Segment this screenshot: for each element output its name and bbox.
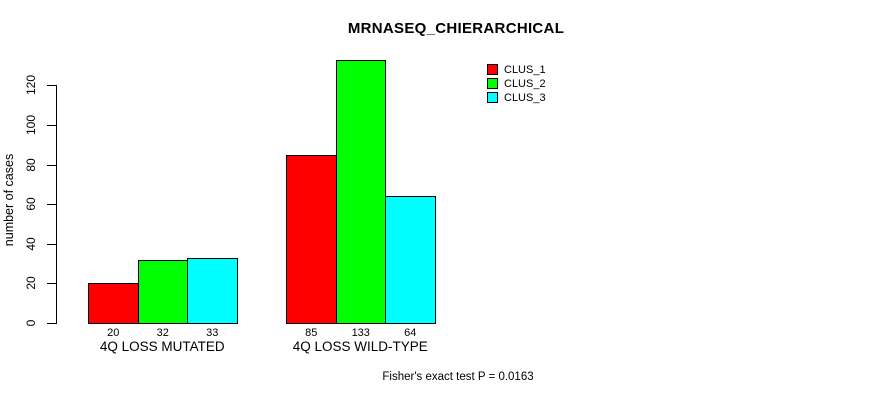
y-tick-label: 100 (24, 114, 38, 136)
bar-value-label: 32 (156, 327, 169, 339)
y-tick-mark (47, 125, 57, 126)
legend-swatch (487, 64, 498, 75)
y-tick-label: 0 (24, 319, 38, 327)
category-label: 4Q LOSS MUTATED (99, 339, 225, 354)
y-tick-mark (47, 323, 57, 324)
bar-value-label: 33 (206, 327, 219, 339)
legend-row: CLUS_3 (487, 91, 546, 104)
y-tick-mark (47, 85, 57, 87)
y-tick-mark (47, 204, 57, 206)
legend-swatch (487, 92, 498, 103)
bar (88, 283, 139, 324)
y-tick-label: 60 (24, 197, 38, 211)
bar-value-label: 64 (404, 327, 417, 339)
y-tick-label: 20 (24, 276, 38, 291)
legend-label: CLUS_1 (504, 63, 546, 76)
legend-label: CLUS_3 (504, 91, 546, 104)
chart-title: MRNASEQ_CHIERARCHICAL (347, 20, 565, 37)
bar-value-label: 85 (305, 327, 318, 339)
y-tick-label: 40 (24, 237, 38, 251)
y-tick-label: 80 (24, 157, 38, 172)
legend-row: CLUS_1 (487, 63, 546, 76)
legend-swatch (487, 78, 498, 89)
y-tick-mark (47, 283, 57, 285)
legend-label: CLUS_2 (504, 77, 546, 90)
bar (137, 259, 188, 324)
bar-value-label: 20 (107, 327, 120, 339)
y-tick-mark (47, 243, 57, 245)
legend: CLUS_1 CLUS_2 CLUS_3 (487, 63, 546, 105)
y-tick-label: 120 (24, 75, 38, 96)
bar (335, 59, 386, 324)
bar (187, 257, 238, 324)
category-label: 4Q LOSS WILD-TYPE (292, 339, 428, 354)
bar (385, 196, 436, 324)
annotation-text: Fisher's exact test P = 0.0163 (382, 371, 534, 383)
y-tick-mark (47, 164, 57, 166)
legend-row: CLUS_2 (487, 77, 546, 90)
bar-value-label: 133 (351, 327, 370, 339)
bar (286, 154, 337, 324)
